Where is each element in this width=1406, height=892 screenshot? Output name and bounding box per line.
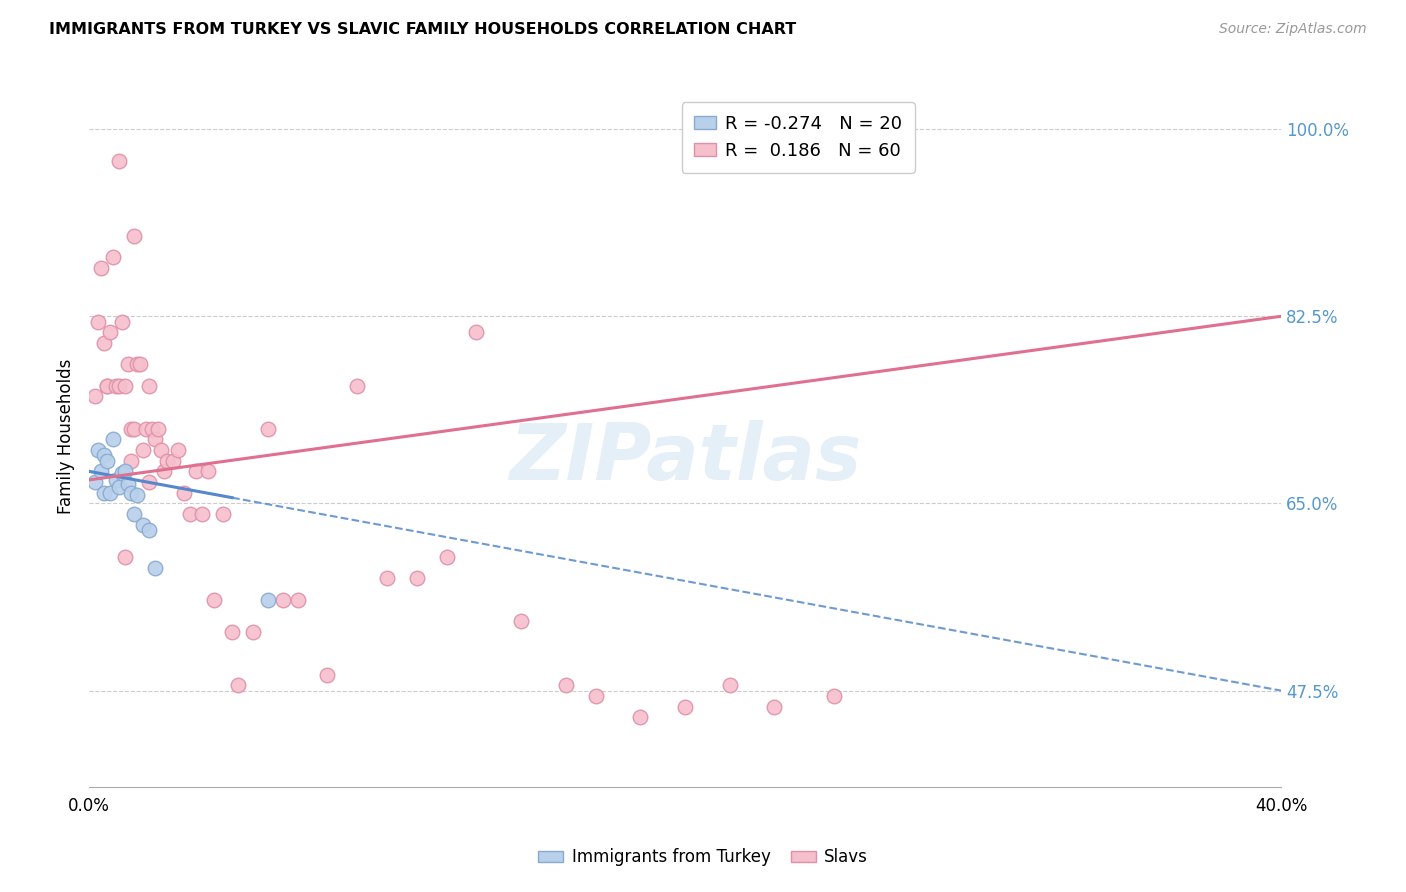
Text: Source: ZipAtlas.com: Source: ZipAtlas.com [1219, 22, 1367, 37]
Point [98, 485, 121, 500]
Point [143, 432, 166, 446]
Point [108, 154, 131, 169]
Point [104, 379, 127, 393]
Legend: Immigrants from Turkey, Slavs: Immigrants from Turkey, Slavs [531, 842, 875, 873]
Point [93, 485, 115, 500]
Point [104, 473, 127, 487]
Point [87, 315, 110, 329]
Point [114, 464, 136, 478]
Point [405, 571, 427, 585]
Point [226, 678, 249, 692]
Point [135, 421, 157, 435]
Point [120, 421, 142, 435]
Legend: R = -0.274   N = 20, R =  0.186   N = 60: R = -0.274 N = 20, R = 0.186 N = 60 [682, 103, 915, 173]
Point [101, 432, 124, 446]
Point [585, 689, 607, 703]
Point [125, 488, 148, 502]
Point [108, 480, 131, 494]
Point [221, 624, 243, 639]
Point [763, 699, 786, 714]
Point [122, 421, 145, 435]
Point [287, 592, 309, 607]
Point [111, 315, 134, 329]
Point [316, 667, 339, 681]
Point [152, 464, 174, 478]
Point [173, 485, 195, 500]
Point [202, 592, 225, 607]
Point [257, 421, 280, 435]
Point [162, 453, 184, 467]
Point [138, 475, 160, 489]
Point [125, 358, 148, 372]
Point [143, 560, 166, 574]
Point [96, 379, 118, 393]
Point [96, 453, 118, 467]
Point [131, 442, 153, 457]
Point [197, 464, 219, 478]
Point [346, 379, 368, 393]
Point [141, 421, 163, 435]
Point [155, 453, 177, 467]
Point [554, 678, 576, 692]
Point [84, 475, 107, 489]
Point [108, 379, 131, 393]
Point [271, 592, 294, 607]
Point [628, 710, 651, 724]
Point [823, 689, 845, 703]
Point [122, 507, 145, 521]
Point [131, 517, 153, 532]
Point [149, 442, 172, 457]
Point [138, 523, 160, 537]
Point [98, 326, 121, 340]
Point [673, 699, 696, 714]
Point [128, 358, 150, 372]
Point [90, 464, 112, 478]
Point [718, 678, 741, 692]
Point [117, 477, 139, 491]
Point [212, 507, 235, 521]
Point [117, 358, 139, 372]
Point [510, 614, 533, 628]
Point [179, 507, 201, 521]
Point [93, 448, 115, 462]
Point [465, 326, 488, 340]
Text: IMMIGRANTS FROM TURKEY VS SLAVIC FAMILY HOUSEHOLDS CORRELATION CHART: IMMIGRANTS FROM TURKEY VS SLAVIC FAMILY … [49, 22, 796, 37]
Point [84, 390, 107, 404]
Point [93, 336, 115, 351]
Point [191, 507, 214, 521]
Point [146, 421, 169, 435]
Point [120, 485, 142, 500]
Point [186, 464, 208, 478]
Point [114, 379, 136, 393]
Point [90, 261, 112, 276]
Point [96, 379, 118, 393]
Point [120, 453, 142, 467]
Point [375, 571, 398, 585]
Point [87, 442, 110, 457]
Point [101, 251, 124, 265]
Point [257, 592, 280, 607]
Y-axis label: Family Households: Family Households [58, 359, 75, 515]
Point [138, 379, 160, 393]
Point [114, 549, 136, 564]
Text: ZIPatlas: ZIPatlas [509, 419, 860, 496]
Point [436, 549, 458, 564]
Point [242, 624, 264, 639]
Point [111, 467, 134, 481]
Point [167, 442, 190, 457]
Point [122, 229, 145, 244]
